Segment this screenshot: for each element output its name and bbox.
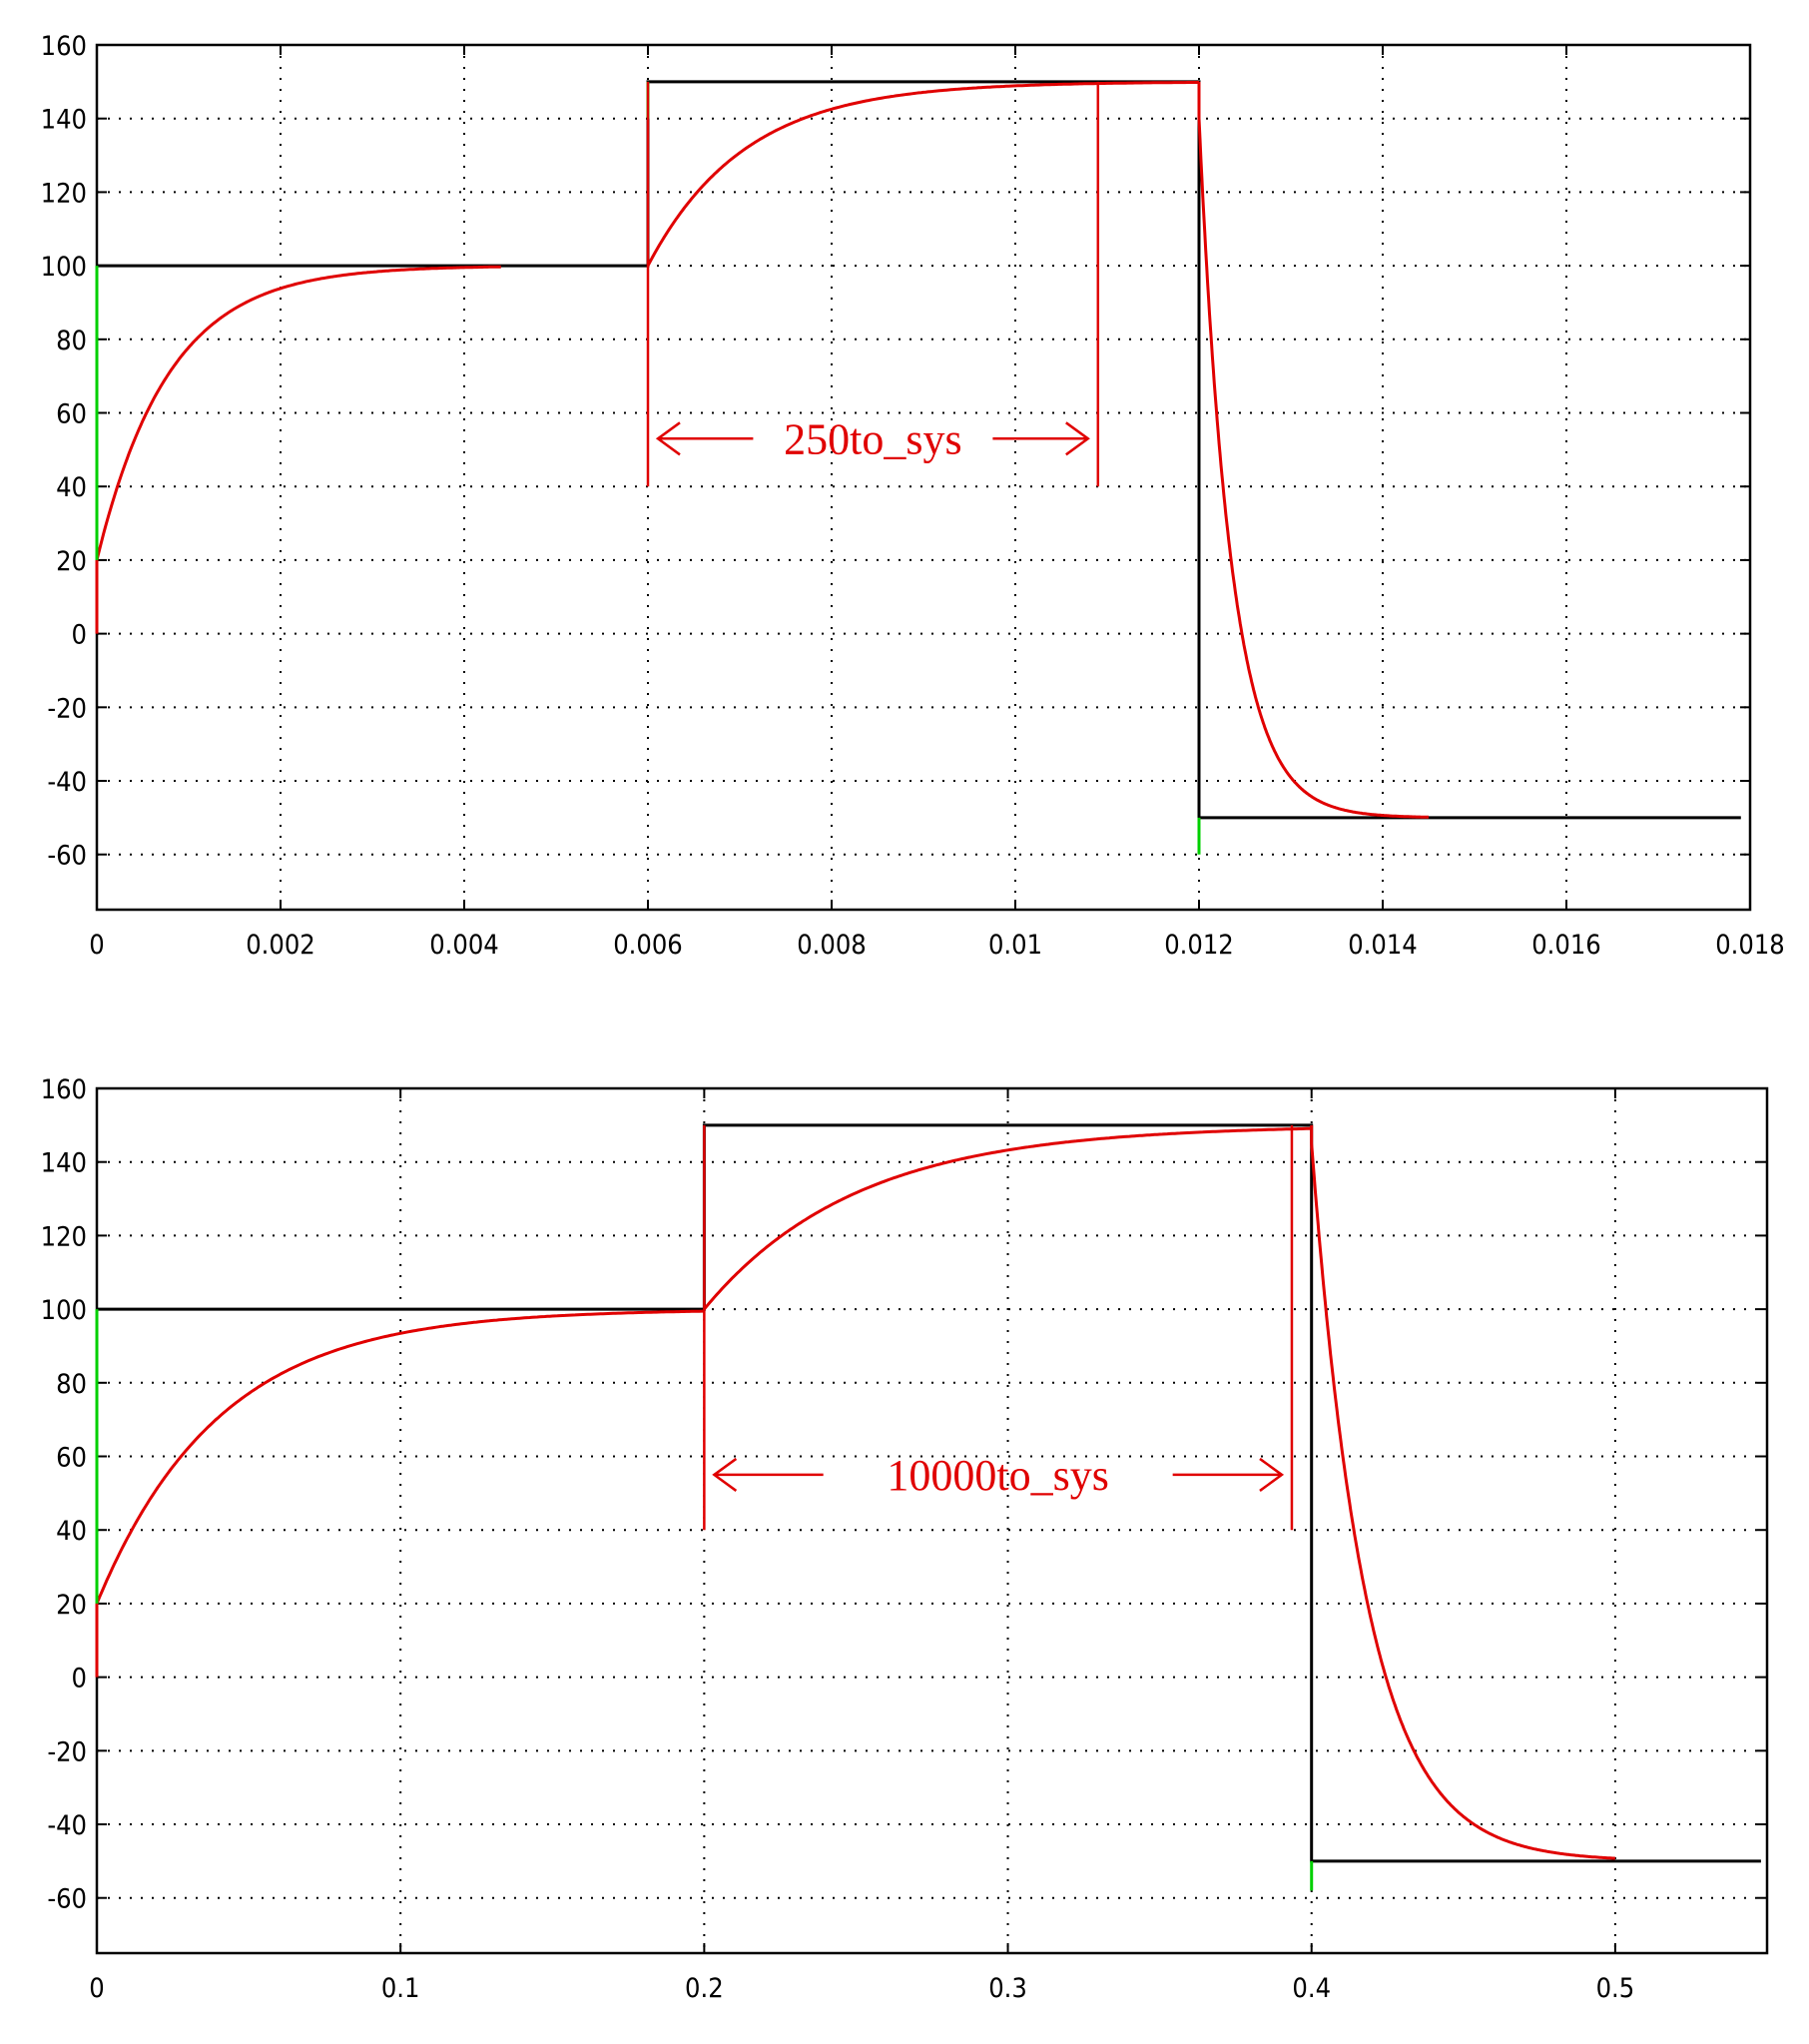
y-tick-label: 80: [56, 1369, 87, 1400]
y-tick-label: 60: [56, 1443, 87, 1474]
annotation-arrowhead-left: [712, 1457, 738, 1492]
x-tick-label: 0.01: [988, 930, 1042, 961]
response-curve: [95, 265, 501, 634]
x-tick-label: 0: [89, 930, 104, 961]
x-tick-label: 0.3: [988, 1973, 1027, 2004]
annotation-arrowhead-left: [655, 421, 681, 456]
x-tick-label: 0.1: [381, 1973, 420, 2004]
y-tick-label: 140: [41, 1148, 87, 1179]
annotation-label: 10000to_sys: [887, 1451, 1108, 1500]
x-tick-label: 0.4: [1292, 1973, 1331, 2004]
y-tick-label: 120: [41, 1221, 87, 1252]
x-tick-label: 0.016: [1531, 930, 1601, 961]
top-chart-panel: 0 0.002 0.004 0.006 0.008 0.01 0.012 0.014 0.016…: [41, 31, 1785, 961]
y-tick-label: 80: [56, 326, 87, 356]
x-tick-label: 0: [89, 1973, 104, 2004]
y-tick-label: 60: [56, 399, 87, 430]
x-tick-label: 0.004: [429, 930, 499, 961]
y-tick-label: 100: [41, 252, 87, 283]
response-curve: [703, 1126, 1312, 1311]
y-tick-label: -60: [47, 1884, 87, 1915]
x-tick-label: 0.002: [246, 930, 315, 961]
y-tick-label: 20: [56, 546, 87, 577]
y-tick-label: 0: [72, 1664, 87, 1695]
y-tick-label: -60: [47, 841, 87, 872]
annotation-arrowhead-right: [1259, 1457, 1285, 1492]
y-tick-label: 100: [41, 1295, 87, 1326]
y-tick-label: -40: [47, 1810, 87, 1841]
y-tick-label: 20: [56, 1590, 87, 1621]
response-curve: [646, 81, 1199, 267]
annotation-arrowhead-right: [1065, 421, 1090, 456]
x-tick-label: 0.5: [1596, 1973, 1635, 2004]
reference-step-line: [97, 80, 1741, 820]
y-tick-label: 160: [41, 31, 87, 62]
annotation-label: 250to_sys: [784, 414, 961, 463]
x-tick-label: 0.006: [613, 930, 683, 961]
plot-area-frame: [95, 43, 1752, 912]
x-tick-label: 0.018: [1715, 930, 1785, 961]
response-curve: [95, 1309, 705, 1678]
y-tick-label: -20: [47, 1736, 87, 1767]
y-tick-label: 140: [41, 105, 87, 136]
y-tick-label: 40: [56, 472, 87, 503]
x-tick-label: 0.014: [1348, 930, 1418, 961]
x-tick-label: 0.008: [797, 930, 867, 961]
y-tick-label: -40: [47, 767, 87, 798]
y-tick-label: 120: [41, 178, 87, 209]
y-tick-label: 40: [56, 1516, 87, 1547]
x-tick-label: 0.012: [1164, 930, 1234, 961]
y-tick-label: 0: [72, 620, 87, 651]
x-tick-label: 0.2: [685, 1973, 724, 2004]
bottom-chart-panel: 0 0.1 0.2 0.3 0.4 0.5 160 140 120 100 80 60 40 20 0 -20…: [41, 1074, 1769, 2004]
response-curve: [1197, 81, 1429, 819]
y-tick-label: 160: [41, 1074, 87, 1105]
reference-step-line: [97, 1123, 1761, 1863]
y-tick-label: -20: [47, 693, 87, 724]
response-curve: [1310, 1124, 1616, 1860]
